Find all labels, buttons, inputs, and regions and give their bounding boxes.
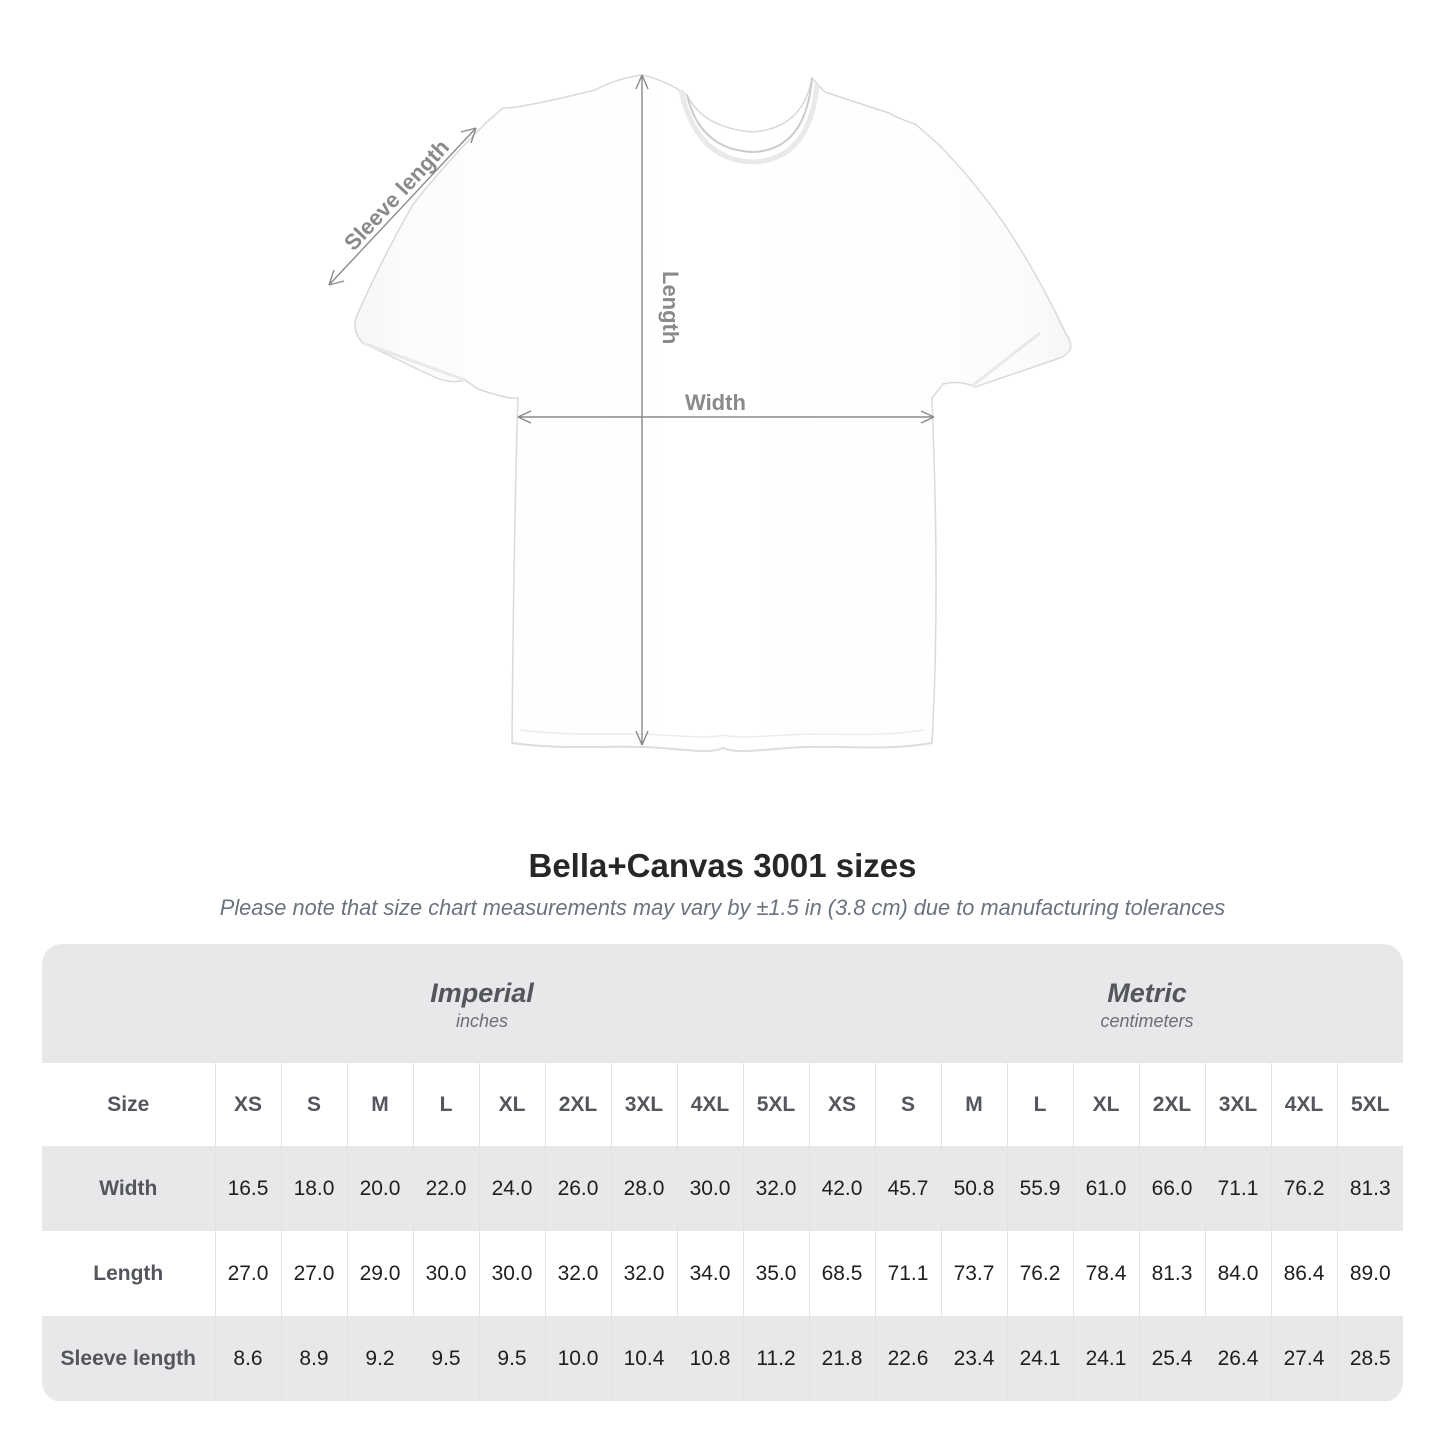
svg-text:Length: Length (658, 271, 683, 344)
svg-text:Width: Width (685, 390, 746, 415)
